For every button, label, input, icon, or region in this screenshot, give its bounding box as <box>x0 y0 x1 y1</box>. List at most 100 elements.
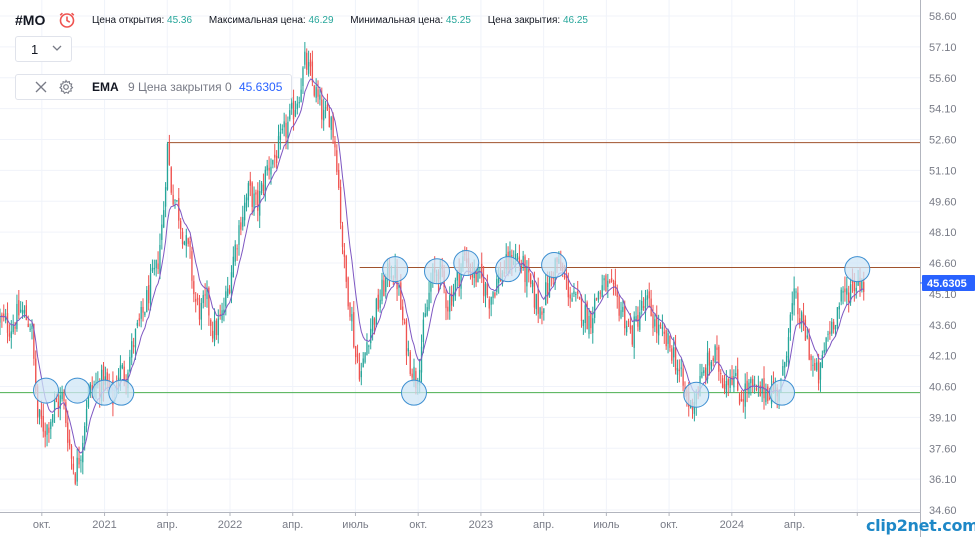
candle-body <box>403 322 406 324</box>
candle-body <box>68 439 71 446</box>
y-tick-label: 55.60 <box>929 73 957 85</box>
candle-body <box>213 320 216 342</box>
candle-body <box>648 291 650 299</box>
candle-body <box>616 288 618 297</box>
candle-body <box>292 100 295 120</box>
candle-body <box>733 376 735 388</box>
level-touch-marker[interactable] <box>844 256 871 283</box>
candle-body <box>52 414 54 423</box>
candle-body <box>565 274 568 279</box>
candle-body <box>620 310 622 318</box>
level-touch-marker[interactable] <box>424 258 450 285</box>
level-touch-marker[interactable] <box>495 256 522 283</box>
level-touch-marker[interactable] <box>453 250 480 276</box>
candle-body <box>635 316 637 322</box>
candle-body <box>89 383 91 392</box>
candle-body <box>609 281 611 283</box>
candle-body <box>652 314 654 329</box>
candle-body <box>765 389 767 403</box>
levels <box>0 142 920 394</box>
candle-body <box>187 238 189 244</box>
interval-select[interactable]: 1 <box>15 36 72 62</box>
candle-body <box>225 291 227 307</box>
candle-body <box>232 256 235 278</box>
candle-body <box>543 308 545 314</box>
y-tick-label: 57.10 <box>929 42 957 54</box>
candle-body <box>471 272 473 278</box>
level-touch-marker[interactable] <box>769 379 795 406</box>
level-touch-marker[interactable] <box>33 377 59 404</box>
x-tick-label: апр. <box>157 519 178 531</box>
indicator-legend-ema[interactable]: EMA 9 Цена закрытия 0 45.6305 <box>15 74 292 100</box>
y-tick-label: 43.60 <box>929 320 957 332</box>
x-tick-label: окт. <box>409 519 427 531</box>
level-touch-marker[interactable] <box>64 377 91 404</box>
last-price-label: 45.6305 <box>927 278 967 290</box>
candle-body <box>80 459 82 461</box>
level-touch-marker[interactable] <box>401 379 427 406</box>
y-tick-label: 45.10 <box>929 289 957 301</box>
indicator-value: 45.6305 <box>239 80 283 94</box>
candle-body <box>413 366 415 380</box>
candle-body <box>710 362 712 370</box>
last-price-badge <box>922 274 975 291</box>
close-icon[interactable] <box>34 80 48 94</box>
candle-body <box>215 320 218 336</box>
candle-body <box>106 372 108 382</box>
y-tick-label: 42.10 <box>929 351 957 363</box>
close-label: Цена закрытия: <box>487 15 561 26</box>
candle-body <box>863 282 865 292</box>
candle-body <box>217 318 219 336</box>
candle-body <box>797 292 799 315</box>
candle-body <box>829 331 831 335</box>
candle-body <box>351 314 353 322</box>
candle-body <box>490 296 492 305</box>
candle-body <box>676 368 679 375</box>
candle-body <box>279 131 282 140</box>
clock-alert-icon[interactable] <box>58 11 76 29</box>
candle-body <box>424 313 426 317</box>
candle-body <box>450 293 453 306</box>
candle-body <box>494 292 496 297</box>
candle-body <box>859 277 861 291</box>
candle-body <box>198 298 201 320</box>
candle-body <box>398 285 400 288</box>
level-touch-marker[interactable] <box>382 256 409 283</box>
level-touch-marker[interactable] <box>541 252 568 279</box>
candle-body <box>825 337 827 352</box>
candle-body <box>680 367 682 369</box>
candle-body <box>65 402 67 424</box>
candle-body <box>12 324 14 333</box>
candle-body <box>210 319 212 326</box>
candle-body <box>358 363 361 380</box>
candle-body <box>712 358 714 361</box>
candle-body <box>223 309 225 316</box>
candle-body <box>296 103 298 110</box>
candle-body <box>227 288 229 297</box>
gear-icon[interactable] <box>58 79 74 95</box>
symbol-label[interactable]: #MO <box>15 12 46 28</box>
candle-body <box>479 267 481 269</box>
x-tick-label: окт. <box>660 519 678 531</box>
y-tick-label: 40.60 <box>929 382 957 394</box>
candle-body <box>674 347 677 371</box>
candle-body <box>146 290 148 313</box>
candle-body <box>514 253 517 262</box>
candle-body <box>716 347 718 350</box>
candle-body <box>249 179 251 186</box>
level-touch-marker[interactable] <box>108 379 135 406</box>
candle-body <box>311 61 314 82</box>
candle-body <box>430 281 432 292</box>
low-label: Минимальная цена: <box>350 15 444 26</box>
candle-body <box>533 282 536 308</box>
candle-body <box>678 369 680 372</box>
candle-body <box>161 224 163 240</box>
candle-body <box>784 362 786 368</box>
x-tick-label: 2021 <box>92 519 116 531</box>
candle-body <box>738 394 741 404</box>
candle-body <box>832 321 835 330</box>
level-touch-marker[interactable] <box>683 381 710 408</box>
candle-body <box>750 378 752 384</box>
